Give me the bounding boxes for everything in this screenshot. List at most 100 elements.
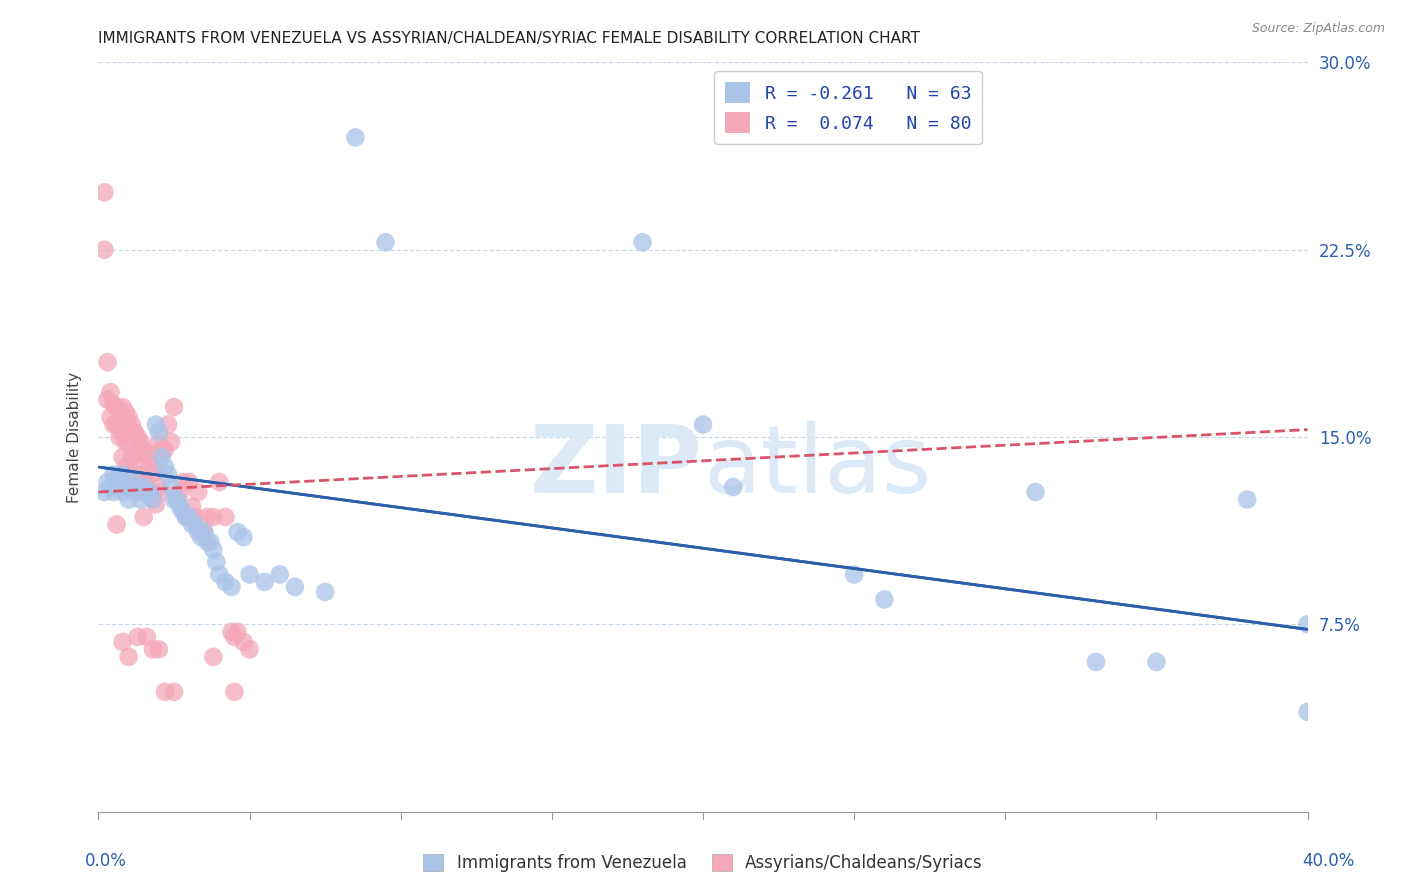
Point xyxy=(142,492,165,507)
Point xyxy=(187,485,209,500)
Point xyxy=(153,442,176,457)
Point xyxy=(374,235,396,250)
Point xyxy=(224,630,246,644)
Point xyxy=(205,555,228,569)
Point xyxy=(179,475,201,489)
Point xyxy=(139,485,162,500)
Point xyxy=(202,649,225,664)
Point xyxy=(132,510,155,524)
Text: IMMIGRANTS FROM VENEZUELA VS ASSYRIAN/CHALDEAN/SYRIAC FEMALE DISABILITY CORRELAT: IMMIGRANTS FROM VENEZUELA VS ASSYRIAN/CH… xyxy=(98,31,921,46)
Point xyxy=(100,385,122,400)
Point xyxy=(166,492,188,507)
Point xyxy=(108,430,131,444)
Point xyxy=(181,517,204,532)
Point xyxy=(148,435,170,450)
Point xyxy=(873,592,896,607)
Point xyxy=(135,487,157,501)
Point xyxy=(103,485,125,500)
Point xyxy=(150,450,173,464)
Point xyxy=(1236,492,1258,507)
Point xyxy=(202,510,225,524)
Point xyxy=(127,480,149,494)
Point xyxy=(174,510,197,524)
Point xyxy=(96,355,118,369)
Point xyxy=(118,435,141,450)
Text: 0.0%: 0.0% xyxy=(84,852,127,870)
Point xyxy=(129,435,152,450)
Point xyxy=(142,642,165,657)
Point xyxy=(114,405,136,419)
Point xyxy=(172,475,194,489)
Point xyxy=(344,130,367,145)
Point xyxy=(208,475,231,489)
Point xyxy=(195,510,218,524)
Point xyxy=(239,567,262,582)
Point xyxy=(127,630,149,644)
Point xyxy=(214,510,236,524)
Point xyxy=(1144,655,1167,669)
Point xyxy=(135,448,157,462)
Point xyxy=(139,485,162,500)
Point xyxy=(844,567,866,582)
Point xyxy=(166,492,188,507)
Point xyxy=(93,243,115,257)
Point xyxy=(179,510,201,524)
Point xyxy=(631,235,654,250)
Point xyxy=(118,492,141,507)
Point xyxy=(208,567,231,582)
Point xyxy=(221,580,243,594)
Text: atlas: atlas xyxy=(703,421,931,513)
Point xyxy=(135,630,157,644)
Point xyxy=(174,510,197,524)
Point xyxy=(150,485,173,500)
Point xyxy=(132,475,155,489)
Point xyxy=(111,467,134,482)
Point xyxy=(150,442,173,457)
Point xyxy=(111,400,134,414)
Point xyxy=(145,498,167,512)
Point xyxy=(111,635,134,649)
Point xyxy=(96,475,118,489)
Point xyxy=(224,685,246,699)
Point xyxy=(1296,705,1319,719)
Point xyxy=(314,585,336,599)
Text: Source: ZipAtlas.com: Source: ZipAtlas.com xyxy=(1251,22,1385,36)
Point xyxy=(121,475,143,489)
Point xyxy=(221,624,243,639)
Point xyxy=(148,425,170,439)
Legend: Immigrants from Venezuela, Assyrians/Chaldeans/Syriacs: Immigrants from Venezuela, Assyrians/Cha… xyxy=(416,847,990,879)
Point xyxy=(121,417,143,432)
Point xyxy=(184,517,207,532)
Point xyxy=(193,524,215,539)
Point xyxy=(153,460,176,475)
Point xyxy=(200,535,222,549)
Point xyxy=(96,392,118,407)
Point xyxy=(169,485,191,500)
Point xyxy=(163,685,186,699)
Point xyxy=(135,475,157,489)
Point xyxy=(105,400,128,414)
Point xyxy=(202,542,225,557)
Y-axis label: Female Disability: Female Disability xyxy=(66,371,82,503)
Point xyxy=(148,642,170,657)
Point xyxy=(214,574,236,589)
Point xyxy=(163,492,186,507)
Point xyxy=(139,455,162,469)
Point xyxy=(239,642,262,657)
Point xyxy=(105,517,128,532)
Point xyxy=(226,524,249,539)
Point xyxy=(108,480,131,494)
Point xyxy=(127,430,149,444)
Point xyxy=(114,435,136,450)
Point xyxy=(124,448,146,462)
Point xyxy=(103,467,125,482)
Text: 40.0%: 40.0% xyxy=(1302,852,1355,870)
Point xyxy=(284,580,307,594)
Point xyxy=(160,480,183,494)
Point xyxy=(232,635,254,649)
Point xyxy=(142,460,165,475)
Point xyxy=(121,473,143,487)
Point xyxy=(723,480,745,494)
Point xyxy=(129,467,152,482)
Point xyxy=(103,417,125,432)
